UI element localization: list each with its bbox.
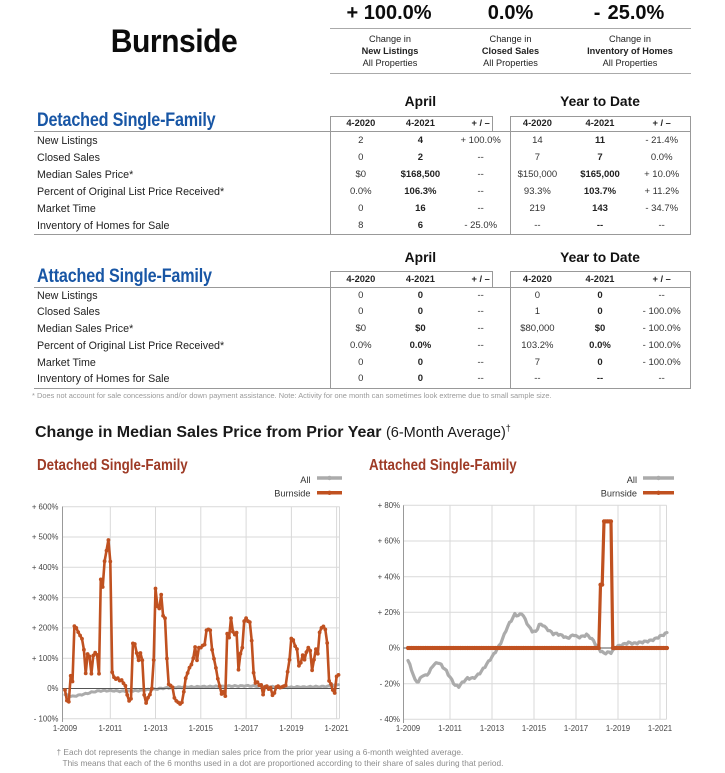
svg-text:1-2017: 1-2017 — [564, 724, 588, 733]
svg-text:+ 500%: + 500% — [32, 533, 59, 542]
svg-text:- 40%: - 40% — [380, 715, 400, 724]
svg-text:1-2009: 1-2009 — [396, 724, 420, 733]
svg-text:+ 60%: + 60% — [378, 537, 400, 546]
svg-text:- 20%: - 20% — [380, 679, 400, 688]
svg-text:Burnside: Burnside — [601, 488, 637, 498]
svg-text:+ 200%: + 200% — [32, 624, 59, 633]
svg-text:1-2015: 1-2015 — [189, 724, 214, 733]
svg-text:+ 40%: + 40% — [378, 572, 400, 581]
svg-text:1-2011: 1-2011 — [438, 724, 462, 733]
svg-text:All: All — [300, 475, 310, 485]
svg-text:- 100%: - 100% — [34, 715, 59, 724]
svg-text:1-2019: 1-2019 — [606, 724, 630, 733]
svg-text:Burnside: Burnside — [274, 488, 310, 498]
svg-text:1-2009: 1-2009 — [53, 724, 77, 733]
svg-text:1-2019: 1-2019 — [279, 724, 303, 733]
svg-text:1-2013: 1-2013 — [143, 724, 167, 733]
svg-text:1-2011: 1-2011 — [98, 724, 122, 733]
svg-text:0%: 0% — [389, 644, 400, 653]
svg-text:+ 20%: + 20% — [378, 608, 400, 617]
svg-text:1-2017: 1-2017 — [234, 724, 258, 733]
svg-text:+ 100%: + 100% — [32, 654, 59, 663]
svg-text:1-2013: 1-2013 — [480, 724, 504, 733]
svg-text:All: All — [627, 475, 637, 485]
svg-text:+ 300%: + 300% — [32, 593, 59, 602]
svg-text:1-2015: 1-2015 — [522, 724, 547, 733]
svg-text:1-2021: 1-2021 — [324, 724, 348, 733]
svg-text:+ 600%: + 600% — [32, 502, 59, 511]
svg-text:+ 80%: + 80% — [378, 501, 400, 510]
svg-text:0%: 0% — [47, 684, 58, 693]
svg-text:1-2021: 1-2021 — [648, 724, 672, 733]
svg-text:+ 400%: + 400% — [32, 563, 59, 572]
